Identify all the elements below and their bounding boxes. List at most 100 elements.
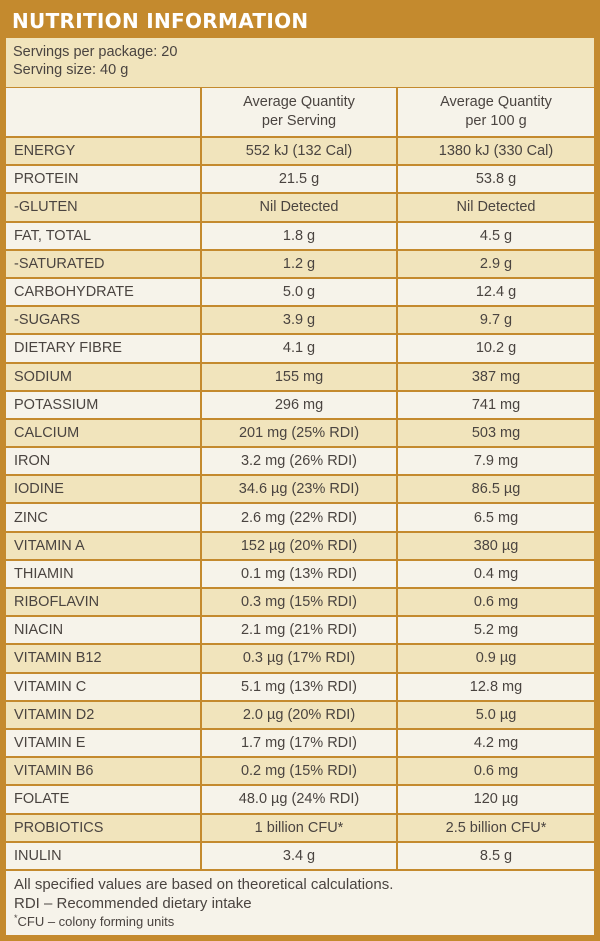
nutrient-name: THIAMIN [6,560,202,589]
per-serving-value: 4.1 g [202,335,398,364]
footnote-cfu-text: CFU – colony forming units [17,914,175,929]
per-100g-value: 387 mg [398,363,594,392]
per-100g-value: 741 mg [398,391,594,420]
header-per-serving: Average Quantity per Serving [202,88,398,138]
per-100g-value: 53.8 g [398,166,594,195]
nutrient-name: -GLUTEN [6,194,202,223]
table-row: VITAMIN E 1.7 mg (17% RDI) 4.2 mg [6,729,594,759]
footnote-calculations: All specified values are based on theore… [14,876,394,893]
nutrient-name: FAT, TOTAL [6,222,202,251]
per-100g-value: 86.5 µg [398,476,594,505]
per-100g-value: 120 µg [398,786,594,815]
per-serving-value: 201 mg (25% RDI) [202,419,398,449]
footnote-rdi: RDI – Recommended dietary intake [14,895,252,912]
nutrition-table: Average Quantity per Serving Average Qua… [6,88,594,871]
per-serving-value: 5.0 g [202,278,398,308]
header-blank [6,88,202,138]
per-serving-value: 0.3 µg (17% RDI) [202,645,398,674]
nutrient-name: NIACIN [6,617,202,646]
per-serving-value: 0.2 mg (15% RDI) [202,758,398,787]
servings-per-package: Servings per package: 20 [13,44,178,60]
per-100g-value: 8.5 g [398,842,594,871]
nutrient-name: RIBOFLAVIN [6,589,202,618]
per-serving-value: 296 mg [202,391,398,420]
table-row: IRON 3.2 mg (26% RDI) 7.9 mg [6,448,594,477]
serving-size: Serving size: 40 g [13,62,129,78]
table-row: FAT, TOTAL 1.8 g 4.5 g [6,222,594,251]
table-header-row: Average Quantity per Serving Average Qua… [6,88,594,138]
per-serving-value: 5.1 mg (13% RDI) [202,673,398,702]
nutrient-name: ZINC [6,504,202,533]
nutrient-name: CARBOHYDRATE [6,278,202,308]
nutrient-name: INULIN [6,842,202,871]
nutrient-name: VITAMIN C [6,673,202,702]
per-100g-value: 0.4 mg [398,560,594,589]
table-row: CALCIUM 201 mg (25% RDI) 503 mg [6,419,594,449]
table-row: VITAMIN C 5.1 mg (13% RDI) 12.8 mg [6,673,594,702]
table-row: ZINC 2.6 mg (22% RDI) 6.5 mg [6,504,594,533]
nutrient-name: -SUGARS [6,307,202,336]
table-row: POTASSIUM 296 mg 741 mg [6,391,594,420]
per-serving-value: 2.6 mg (22% RDI) [202,504,398,533]
per-100g-value: 0.9 µg [398,645,594,674]
nutrient-name: IODINE [6,476,202,505]
per-serving-value: 3.4 g [202,842,398,871]
per-100g-value: 6.5 mg [398,504,594,533]
per-serving-value: 1.7 mg (17% RDI) [202,729,398,759]
per-serving-value: 3.2 mg (26% RDI) [202,448,398,477]
per-100g-value: 5.2 mg [398,617,594,646]
table-row: PROBIOTICS 1 billion CFU* 2.5 billion CFU* [6,814,594,843]
header-per-serving-line2: per Serving [261,113,337,129]
per-serving-value: 2.1 mg (21% RDI) [202,617,398,646]
table-row: VITAMIN A 152 µg (20% RDI) 380 µg [6,532,594,561]
table-row: INULIN 3.4 g 8.5 g [6,842,594,871]
per-100g-value: 12.4 g [398,278,594,308]
per-100g-value: 1380 kJ (330 Cal) [398,138,594,167]
table-row: CARBOHYDRATE 5.0 g 12.4 g [6,278,594,308]
footnotes: All specified values are based on theore… [6,871,594,935]
table-row: IODINE 34.6 µg (23% RDI) 86.5 µg [6,476,594,505]
per-100g-value: 5.0 µg [398,701,594,730]
nutrient-name: CALCIUM [6,419,202,449]
per-serving-value: 152 µg (20% RDI) [202,532,398,561]
table-row: FOLATE 48.0 µg (24% RDI) 120 µg [6,786,594,815]
table-row: -GLUTEN Nil Detected Nil Detected [6,194,594,223]
nutrient-name: VITAMIN B12 [6,645,202,674]
header-per-100g-line1: Average Quantity [440,94,552,110]
panel-title: NUTRITION INFORMATION [12,9,309,33]
nutrient-name: PROBIOTICS [6,814,202,843]
header-per-serving-line1: Average Quantity [243,94,355,110]
per-serving-value: 2.0 µg (20% RDI) [202,701,398,730]
table-row: RIBOFLAVIN 0.3 mg (15% RDI) 0.6 mg [6,589,594,618]
per-serving-value: 34.6 µg (23% RDI) [202,476,398,505]
per-100g-value: 10.2 g [398,335,594,364]
per-serving-value: 0.3 mg (15% RDI) [202,589,398,618]
per-serving-value: 21.5 g [202,166,398,195]
per-serving-value: 0.1 mg (13% RDI) [202,560,398,589]
nutrient-name: DIETARY FIBRE [6,335,202,364]
table-row: SODIUM 155 mg 387 mg [6,363,594,392]
per-100g-value: Nil Detected [398,194,594,223]
per-100g-value: 7.9 mg [398,448,594,477]
per-serving-value: 552 kJ (132 Cal) [202,138,398,167]
table-row: VITAMIN B6 0.2 mg (15% RDI) 0.6 mg [6,758,594,787]
footnote-cfu-marker: * [14,913,18,923]
per-100g-value: 4.5 g [398,222,594,251]
table-row: VITAMIN B12 0.3 µg (17% RDI) 0.9 µg [6,645,594,674]
per-100g-value: 2.5 billion CFU* [398,814,594,843]
table-row: -SUGARS 3.9 g 9.7 g [6,307,594,336]
nutrient-name: SODIUM [6,363,202,392]
table-row: DIETARY FIBRE 4.1 g 10.2 g [6,335,594,364]
nutrient-name: VITAMIN B6 [6,758,202,787]
nutrient-name: VITAMIN E [6,729,202,759]
table-row: PROTEIN 21.5 g 53.8 g [6,166,594,195]
per-100g-value: 2.9 g [398,250,594,279]
per-serving-value: 1.2 g [202,250,398,279]
per-serving-value: 48.0 µg (24% RDI) [202,786,398,815]
servings-info: Servings per package: 20 Serving size: 4… [6,38,594,87]
nutrient-name: -SATURATED [6,250,202,279]
per-100g-value: 0.6 mg [398,758,594,787]
nutrient-name: ENERGY [6,138,202,167]
per-100g-value: 9.7 g [398,307,594,336]
table-row: VITAMIN D2 2.0 µg (20% RDI) 5.0 µg [6,701,594,730]
